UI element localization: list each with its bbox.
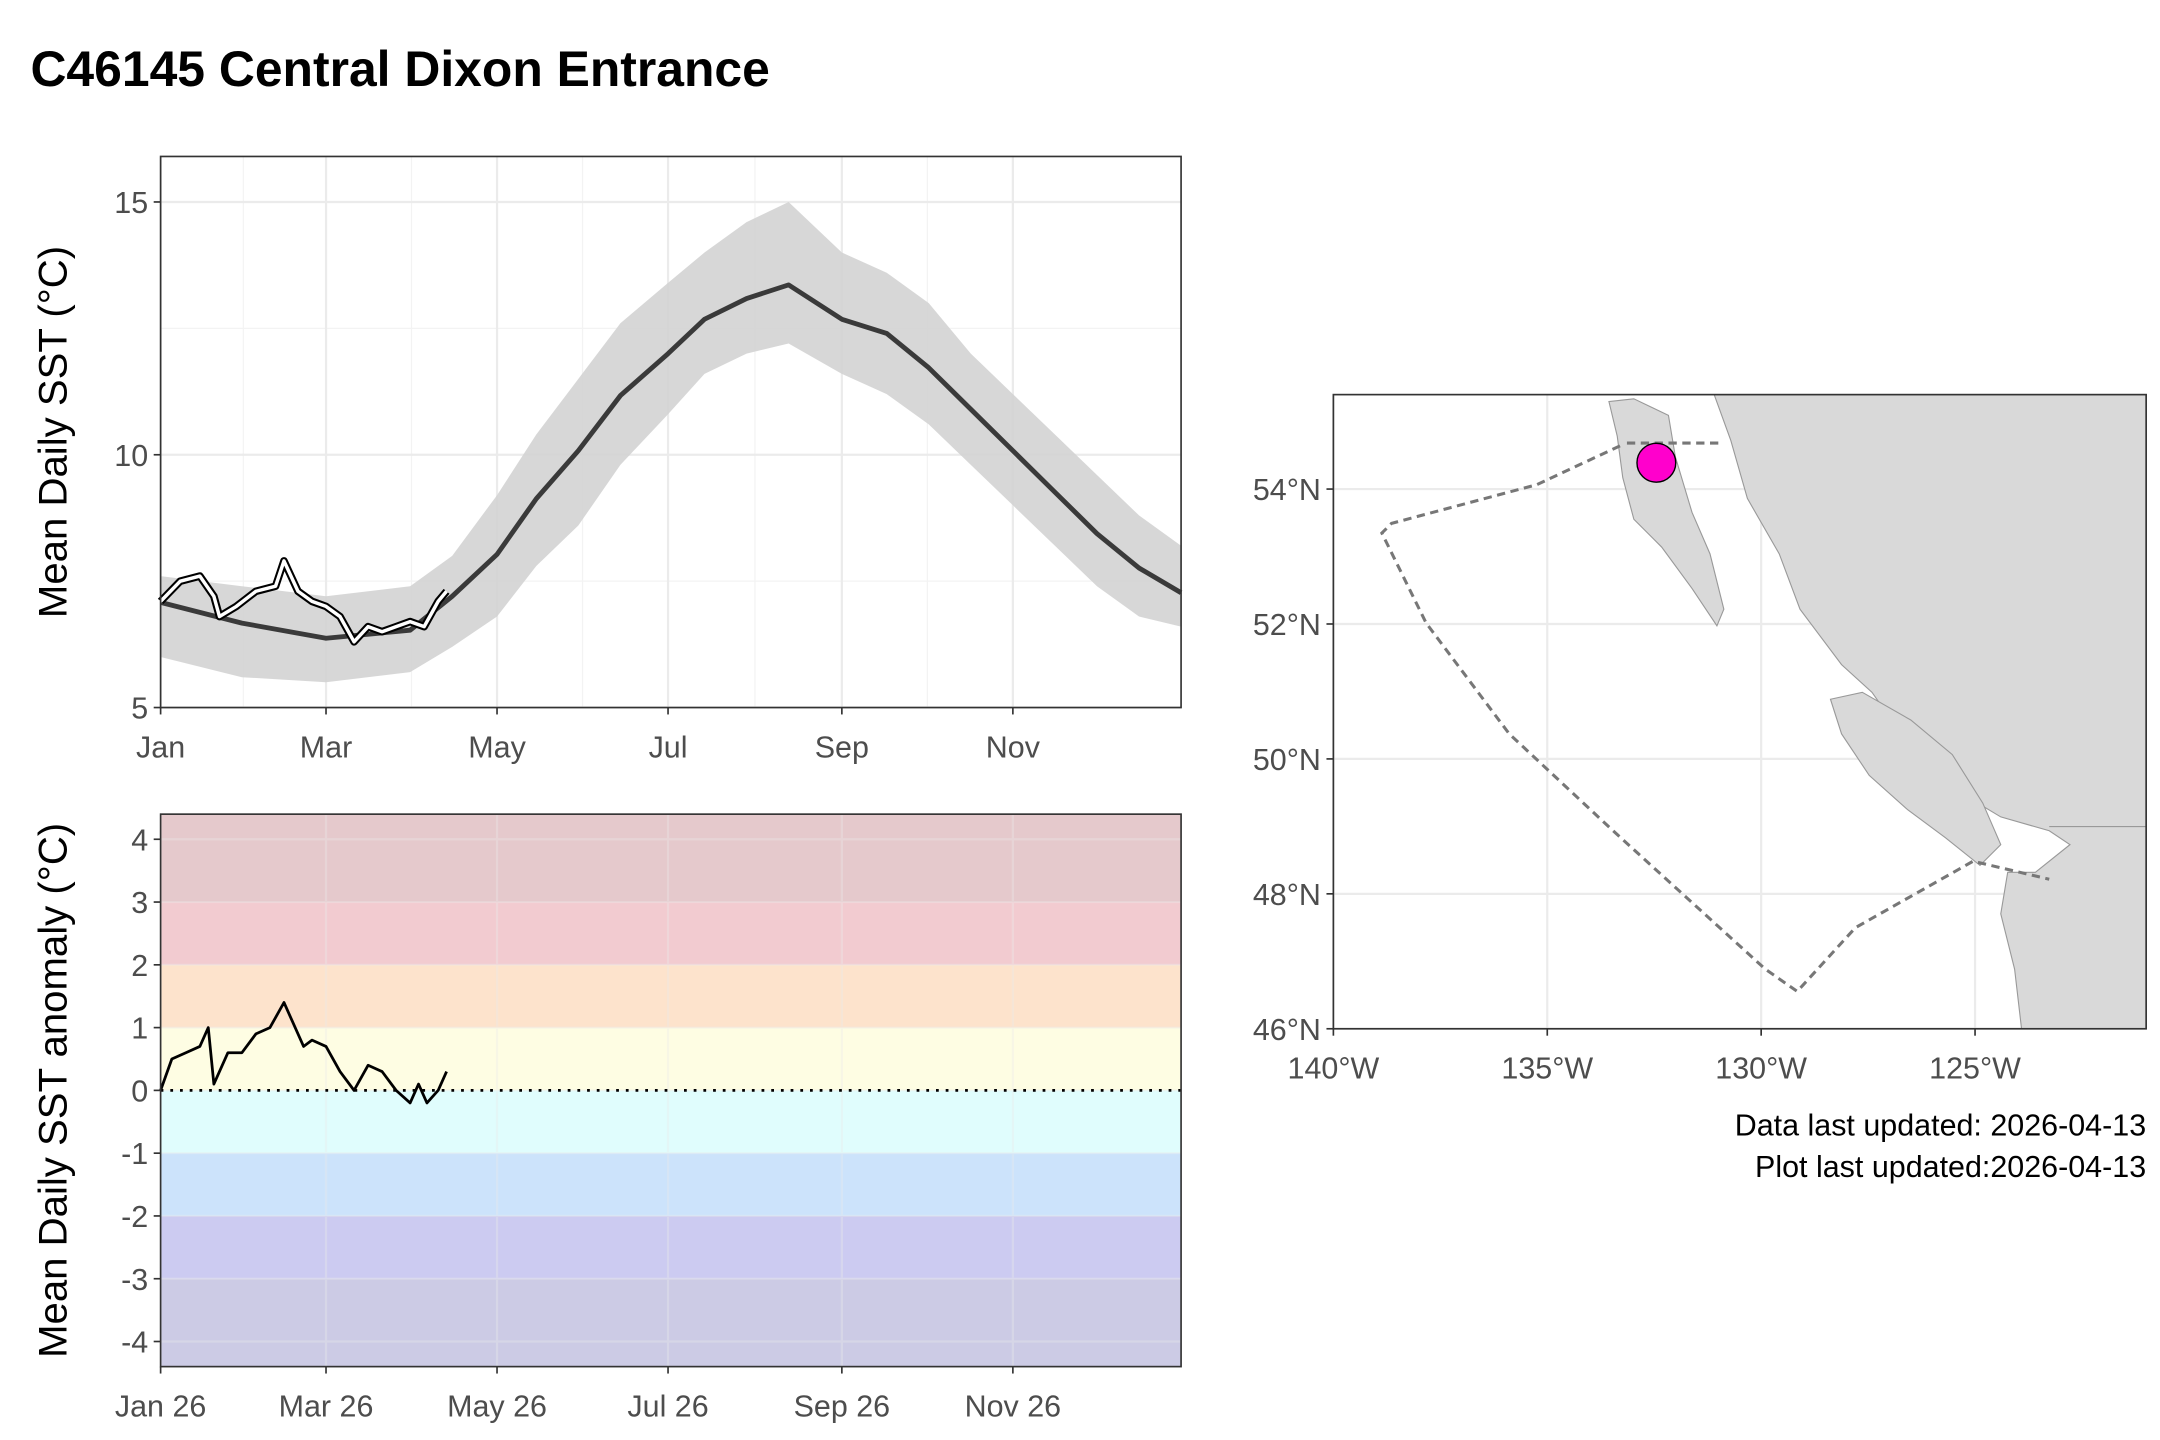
y-tick-label: 4: [131, 823, 148, 857]
x-tick-label: 135°W: [1501, 1052, 1593, 1086]
anomaly-band: [160, 1153, 1182, 1216]
y-tick-label: 15: [114, 186, 148, 220]
y-tick-label: -4: [121, 1326, 148, 1360]
x-tick-label: Mar 26: [279, 1389, 374, 1423]
x-tick-label: Nov 26: [965, 1389, 1062, 1423]
vancouver-island: [1829, 691, 2002, 867]
x-tick-label: May: [468, 730, 526, 764]
x-tick-label: Sep 26: [794, 1389, 891, 1423]
x-tick-label: 130°W: [1715, 1052, 1807, 1086]
y-tick-label: 10: [114, 439, 148, 473]
stations: [1636, 442, 1677, 483]
anomaly-band: [160, 1027, 1182, 1091]
y-tick-label: 46°N: [1253, 1013, 1321, 1047]
y-tick-label: -3: [121, 1263, 148, 1297]
frame: [159, 813, 1182, 1368]
boundary: [1379, 441, 2050, 994]
line: [159, 559, 448, 644]
note: Plot last updated:2026-04-13: [1755, 1150, 2146, 1184]
line: [159, 1001, 448, 1105]
note: Data last updated: 2026-04-13: [1735, 1108, 2146, 1142]
grid: [159, 814, 1182, 1367]
y-tick-label: 0: [131, 1074, 148, 1108]
y-tick-label: 48°N: [1253, 878, 1321, 912]
x-tick-label: Mar: [300, 730, 352, 764]
station: [1636, 442, 1677, 483]
y-axis-title: Mean Daily SST (°C): [30, 246, 75, 618]
axes: 46°N 48°N 50°N 52°N 54°N 140°W 135°W 130°W 125°W: [1253, 473, 2021, 1085]
map-panel: 46°N 48°N 50°N 52°N 54°N 140°W 135°W 130°W 125°W: [1253, 393, 2147, 1086]
x-tick-label: Sep: [815, 730, 869, 764]
y-tick-label: -2: [121, 1200, 148, 1234]
frame: [1332, 393, 2147, 1030]
x-tick-label: 140°W: [1288, 1052, 1380, 1086]
y-tick-label: 1: [131, 1012, 148, 1046]
y-tick-label: 2: [131, 949, 148, 983]
x-tick-label: Jan 26: [115, 1389, 206, 1423]
y-tick-label: 54°N: [1253, 473, 1321, 507]
anomaly-band: [160, 814, 1182, 903]
x-tick-label: Jan: [136, 730, 185, 764]
frame: [159, 155, 1182, 709]
anomaly-band: [160, 1278, 1182, 1367]
x-tick-label: Jul: [649, 730, 688, 764]
x-tick-label: 125°W: [1929, 1052, 2021, 1086]
mainland: [1713, 394, 2147, 1030]
y-axis-title: Mean Daily SST anomaly (°C): [30, 823, 75, 1358]
range-band: [160, 201, 1182, 683]
title: C46145 Central Dixon Entrance: [30, 41, 769, 97]
anomaly-band: [160, 1215, 1182, 1279]
anomaly-band: [160, 1090, 1182, 1154]
y-tick-label: 52°N: [1253, 608, 1321, 642]
y-tick-label: 5: [131, 692, 148, 726]
climatology-panel: 5 10 15 Jan Mar May Jul Sep Nov Mean Daily SST (°…: [30, 155, 1183, 764]
anomaly-panel: -4 -3 -2 -1 0 1 2 3 4 Jan 26 Mar 26 May 26 Jul 26 Sep…: [30, 813, 1182, 1423]
y-tick-label: 3: [131, 886, 148, 920]
y-tick-label: 50°N: [1253, 743, 1321, 777]
x-tick-label: May 26: [447, 1389, 547, 1423]
anomaly-band: [160, 964, 1182, 1028]
x-tick-label: Nov: [986, 730, 1041, 764]
anomaly-band: [160, 902, 1182, 965]
x-tick-label: Jul 26: [627, 1389, 708, 1423]
y-tick-label: -1: [121, 1137, 148, 1171]
